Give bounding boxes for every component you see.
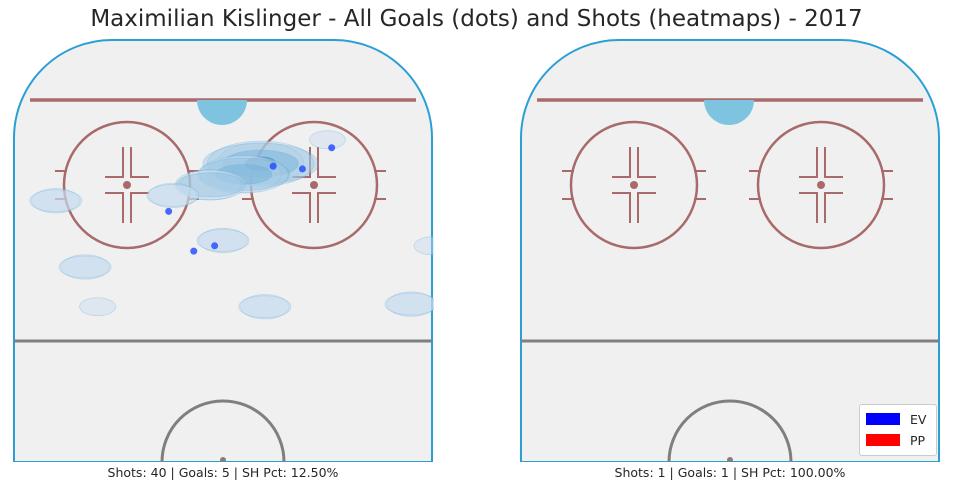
shot-density-contour: [413, 236, 434, 256]
rink-left: [13, 39, 434, 462]
hash-mark: [105, 147, 124, 178]
chart-title: Maximilian Kislinger - All Goals (dots) …: [90, 6, 863, 32]
hash-mark: [637, 192, 656, 223]
legend: EV PP: [859, 404, 937, 456]
shot-density-contour: [146, 184, 200, 207]
hash-mark: [292, 192, 311, 223]
legend-label-pp: PP: [910, 432, 926, 448]
faceoff-dot: [123, 181, 131, 189]
rink-right: [520, 39, 940, 462]
faceoff-circle: [569, 120, 699, 250]
hash-mark: [824, 147, 843, 178]
goal-dot: [211, 242, 219, 250]
legend-label-ev: EV: [910, 411, 927, 427]
shot-heatmap: [29, 130, 434, 320]
goal-dot: [269, 162, 277, 170]
shot-density-contour: [58, 255, 112, 279]
rink-boards: [520, 39, 940, 462]
goal-dots: [165, 144, 336, 255]
shot-density-contour: [309, 130, 346, 150]
goal-dot: [190, 247, 198, 255]
hash-mark: [612, 192, 631, 223]
legend-item-pp: PP: [866, 432, 925, 448]
faceoff-circle-left: [562, 120, 706, 250]
shot-density-contour: [238, 295, 292, 319]
hash-mark: [317, 147, 336, 178]
legend-swatch-ev: [866, 413, 900, 425]
faceoff-circle-right: [749, 120, 893, 250]
center-circle: [160, 399, 286, 462]
shot-density-contour: [79, 297, 116, 317]
center-dot: [220, 457, 226, 462]
faceoff-dot: [630, 181, 638, 189]
hash-mark: [130, 192, 149, 223]
stats-caption-left: Shots: 40 | Goals: 5 | SH Pct: 12.50%: [107, 465, 339, 480]
goal-dot: [165, 207, 173, 215]
faceoff-dot: [817, 181, 825, 189]
goal-crease: [197, 100, 247, 125]
hash-mark: [105, 192, 124, 223]
hash-mark: [612, 147, 631, 178]
goal-dot: [328, 144, 336, 152]
hash-mark: [799, 147, 818, 178]
stats-caption-right: Shots: 1 | Goals: 1 | SH Pct: 100.00%: [614, 465, 846, 480]
legend-swatch-pp: [866, 434, 900, 446]
goal-dot: [298, 165, 306, 173]
legend-item-ev: EV: [866, 411, 926, 427]
shot-density-contour: [29, 189, 83, 213]
hash-mark: [799, 192, 818, 223]
hash-mark: [637, 147, 656, 178]
hash-mark: [317, 192, 336, 223]
faceoff-circle: [756, 120, 886, 250]
hash-mark: [824, 192, 843, 223]
shot-density-contour: [384, 292, 434, 316]
hash-mark: [130, 147, 149, 178]
shot-density-contour: [196, 229, 250, 252]
center-circle: [667, 399, 793, 462]
center-dot: [727, 457, 733, 462]
faceoff-dot: [310, 181, 318, 189]
goal-crease: [704, 100, 754, 125]
